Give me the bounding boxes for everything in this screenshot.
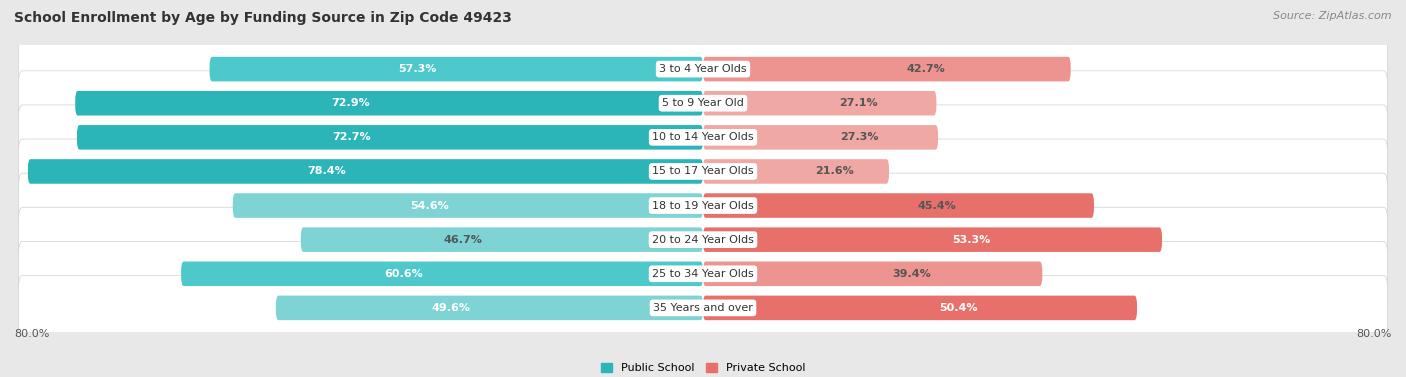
- FancyBboxPatch shape: [703, 57, 1071, 81]
- Text: 27.3%: 27.3%: [839, 132, 879, 143]
- FancyBboxPatch shape: [703, 125, 938, 150]
- Text: 72.9%: 72.9%: [330, 98, 370, 108]
- Text: 53.3%: 53.3%: [952, 234, 990, 245]
- FancyBboxPatch shape: [28, 159, 703, 184]
- Text: 39.4%: 39.4%: [891, 269, 931, 279]
- FancyBboxPatch shape: [18, 276, 1388, 340]
- Text: 46.7%: 46.7%: [444, 234, 482, 245]
- FancyBboxPatch shape: [18, 71, 1388, 136]
- Text: 60.6%: 60.6%: [384, 269, 423, 279]
- FancyBboxPatch shape: [276, 296, 703, 320]
- Text: 80.0%: 80.0%: [1357, 329, 1392, 339]
- FancyBboxPatch shape: [181, 262, 703, 286]
- Legend: Public School, Private School: Public School, Private School: [596, 359, 810, 377]
- Text: Source: ZipAtlas.com: Source: ZipAtlas.com: [1274, 11, 1392, 21]
- Text: 54.6%: 54.6%: [409, 201, 449, 211]
- FancyBboxPatch shape: [703, 296, 1137, 320]
- FancyBboxPatch shape: [18, 139, 1388, 204]
- FancyBboxPatch shape: [703, 159, 889, 184]
- FancyBboxPatch shape: [18, 241, 1388, 306]
- FancyBboxPatch shape: [18, 207, 1388, 272]
- FancyBboxPatch shape: [703, 193, 1094, 218]
- Text: 80.0%: 80.0%: [14, 329, 49, 339]
- Text: 27.1%: 27.1%: [839, 98, 877, 108]
- FancyBboxPatch shape: [18, 37, 1388, 101]
- Text: 35 Years and over: 35 Years and over: [652, 303, 754, 313]
- Text: 50.4%: 50.4%: [939, 303, 979, 313]
- Text: 5 to 9 Year Old: 5 to 9 Year Old: [662, 98, 744, 108]
- FancyBboxPatch shape: [301, 227, 703, 252]
- Text: 21.6%: 21.6%: [815, 166, 853, 176]
- Text: 72.7%: 72.7%: [332, 132, 371, 143]
- Text: 18 to 19 Year Olds: 18 to 19 Year Olds: [652, 201, 754, 211]
- Text: 42.7%: 42.7%: [907, 64, 945, 74]
- FancyBboxPatch shape: [18, 105, 1388, 170]
- Text: 20 to 24 Year Olds: 20 to 24 Year Olds: [652, 234, 754, 245]
- Text: 49.6%: 49.6%: [432, 303, 470, 313]
- FancyBboxPatch shape: [703, 91, 936, 115]
- FancyBboxPatch shape: [77, 125, 703, 150]
- FancyBboxPatch shape: [209, 57, 703, 81]
- FancyBboxPatch shape: [703, 227, 1161, 252]
- FancyBboxPatch shape: [233, 193, 703, 218]
- Text: 3 to 4 Year Olds: 3 to 4 Year Olds: [659, 64, 747, 74]
- FancyBboxPatch shape: [75, 91, 703, 115]
- Text: 78.4%: 78.4%: [308, 166, 346, 176]
- FancyBboxPatch shape: [18, 173, 1388, 238]
- Text: 57.3%: 57.3%: [398, 64, 437, 74]
- Text: 10 to 14 Year Olds: 10 to 14 Year Olds: [652, 132, 754, 143]
- Text: 45.4%: 45.4%: [918, 201, 956, 211]
- FancyBboxPatch shape: [703, 262, 1042, 286]
- Text: 15 to 17 Year Olds: 15 to 17 Year Olds: [652, 166, 754, 176]
- Text: 25 to 34 Year Olds: 25 to 34 Year Olds: [652, 269, 754, 279]
- Text: School Enrollment by Age by Funding Source in Zip Code 49423: School Enrollment by Age by Funding Sour…: [14, 11, 512, 25]
